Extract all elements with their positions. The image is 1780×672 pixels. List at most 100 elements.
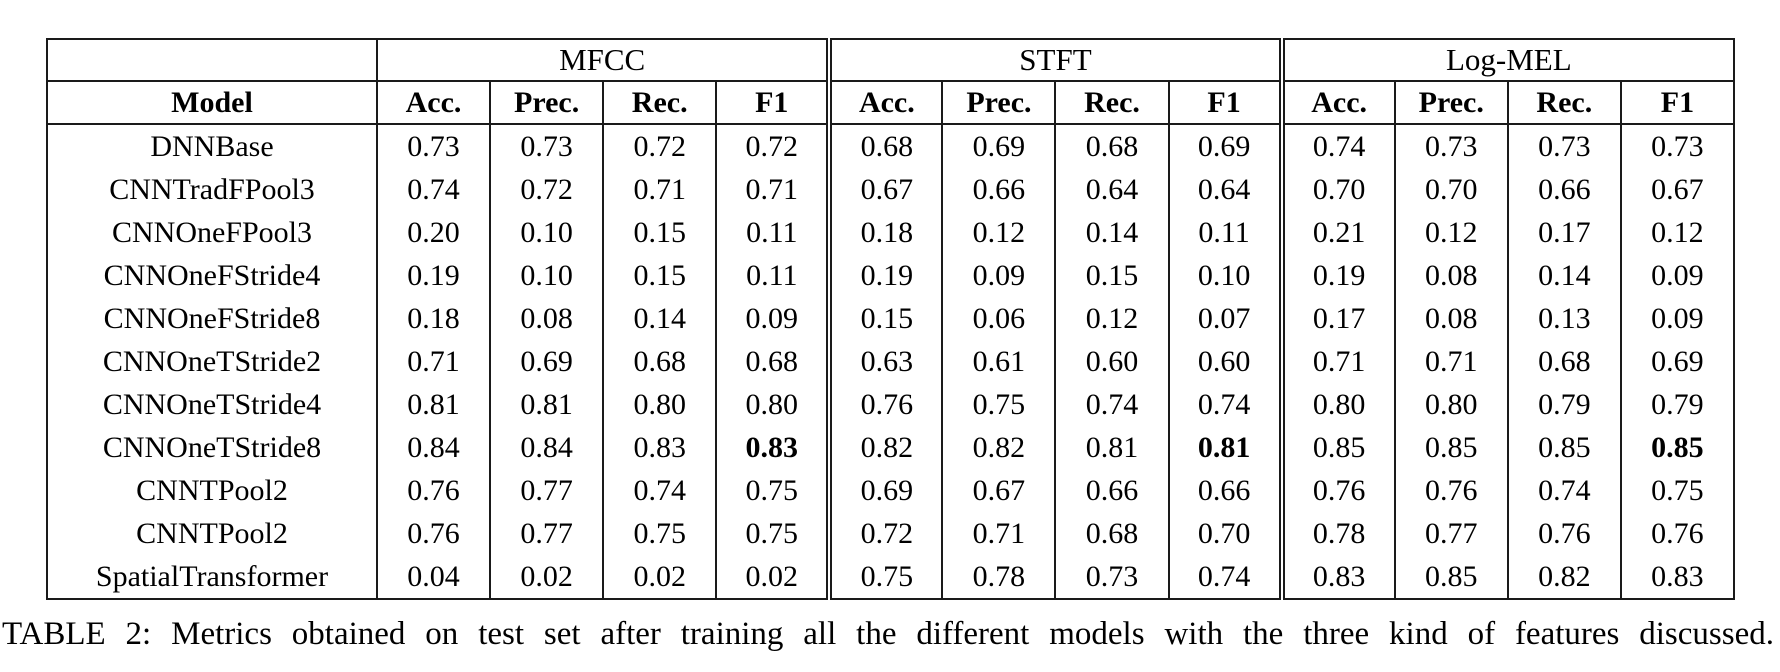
metric-value-cell: 0.18 [826,211,944,254]
table-caption: TABLE 2: Metrics obtained on test set af… [2,616,1774,652]
col-header-mfcc-rec: Rec. [602,81,718,125]
metric-value-cell: 0.74 [375,168,492,211]
metric-value-cell: 0.08 [1393,297,1509,340]
metric-value-cell: 0.69 [826,469,944,512]
metric-value-cell: 0.08 [1393,254,1509,297]
metric-value-cell: 0.83 [602,426,718,469]
metric-value-cell: 0.78 [1278,512,1396,555]
table-body: DNNBase 0.73 0.73 0.72 0.72 0.68 0.69 0.68 0.69 0… [46,124,1736,599]
metric-value-cell: 0.17 [1278,297,1396,340]
model-name-cell: CNNOneTStride2 [46,340,378,383]
metric-value-cell: 0.79 [1619,383,1736,426]
metric-value-cell: 0.70 [1278,168,1396,211]
metric-value-cell: 0.82 [941,426,1057,469]
metric-value-cell: 0.68 [1506,340,1622,383]
metric-value-cell: 0.73 [1054,555,1170,599]
metric-value-cell: 0.72 [715,124,831,168]
metric-value-cell: 0.74 [1506,469,1622,512]
metric-value-cell: 0.15 [1054,254,1170,297]
metric-value-cell: 0.83 [715,426,831,469]
metric-value-cell: 0.85 [1393,555,1509,599]
metric-value-cell: 0.74 [602,469,718,512]
table-row: CNNOneFStride4 0.19 0.10 0.15 0.11 0.19 0.09 0.… [46,254,1736,297]
metric-value-cell: 0.71 [375,340,492,383]
col-header-logmel-rec: Rec. [1506,81,1622,125]
metric-value-cell: 0.73 [489,124,605,168]
metric-value-cell: 0.82 [1506,555,1622,599]
metric-value-cell: 0.02 [602,555,718,599]
model-name-cell: CNNOneTStride4 [46,383,378,426]
col-header-mfcc-prec: Prec. [489,81,605,125]
metric-value-cell: 0.09 [1619,297,1736,340]
metric-value-cell: 0.75 [826,555,944,599]
model-name-cell: CNNTPool2 [46,512,378,555]
metric-value-cell: 0.69 [941,124,1057,168]
metric-value-cell: 0.74 [1054,383,1170,426]
metric-value-cell: 0.73 [1619,124,1736,168]
metric-value-cell: 0.66 [941,168,1057,211]
metric-value-cell: 0.84 [375,426,492,469]
metric-value-cell: 0.79 [1506,383,1622,426]
metric-value-cell: 0.85 [1393,426,1509,469]
metric-value-cell: 0.71 [941,512,1057,555]
table-row: CNNOneFPool3 0.20 0.10 0.15 0.11 0.18 0.12 0.14… [46,211,1736,254]
table-row: DNNBase 0.73 0.73 0.72 0.72 0.68 0.69 0.68 0.69 0… [46,124,1736,168]
metric-value-cell: 0.11 [715,211,831,254]
metric-value-cell: 0.11 [715,254,831,297]
metric-value-cell: 0.81 [489,383,605,426]
metric-value-cell: 0.68 [715,340,831,383]
metric-value-cell: 0.14 [1506,254,1622,297]
metric-value-cell: 0.10 [1167,254,1283,297]
col-header-logmel-f1: F1 [1619,81,1736,125]
metric-value-cell: 0.09 [941,254,1057,297]
metric-value-cell: 0.61 [941,340,1057,383]
metric-value-cell: 0.85 [1506,426,1622,469]
metric-value-cell: 0.77 [489,469,605,512]
metric-value-cell: 0.67 [1619,168,1736,211]
metric-value-cell: 0.12 [1393,211,1509,254]
metric-value-cell: 0.76 [826,383,944,426]
metric-value-cell: 0.66 [1167,469,1283,512]
metric-value-cell: 0.85 [1278,426,1396,469]
group-header-logmel: Log-MEL [1278,39,1736,82]
metric-value-cell: 0.02 [489,555,605,599]
metric-value-cell: 0.68 [1054,512,1170,555]
model-name-cell: SpatialTransformer [46,555,378,599]
metric-value-cell: 0.64 [1167,168,1283,211]
model-column-header: Model [46,81,378,125]
model-name-cell: CNNOneTStride8 [46,426,378,469]
metric-value-cell: 0.21 [1278,211,1396,254]
metric-value-cell: 0.83 [1619,555,1736,599]
metric-value-cell: 0.72 [602,124,718,168]
model-name-cell: CNNOneFStride4 [46,254,378,297]
metric-value-cell: 0.66 [1506,168,1622,211]
model-name-cell: CNNOneFPool3 [46,211,378,254]
metric-value-cell: 0.68 [1054,124,1170,168]
col-header-stft-prec: Prec. [941,81,1057,125]
metric-value-cell: 0.69 [489,340,605,383]
metric-value-cell: 0.04 [375,555,492,599]
col-header-stft-rec: Rec. [1054,81,1170,125]
metric-value-cell: 0.69 [1167,124,1283,168]
metric-value-cell: 0.15 [826,297,944,340]
col-header-stft-f1: F1 [1167,81,1283,125]
col-header-mfcc-acc: Acc. [375,81,492,125]
metric-value-cell: 0.73 [1393,124,1509,168]
metric-value-cell: 0.75 [715,512,831,555]
group-header-mfcc: MFCC [375,39,831,82]
metric-value-cell: 0.72 [489,168,605,211]
metric-value-cell: 0.20 [375,211,492,254]
metric-value-cell: 0.13 [1506,297,1622,340]
metric-value-cell: 0.74 [1278,124,1396,168]
metric-value-cell: 0.15 [602,254,718,297]
metric-value-cell: 0.67 [941,469,1057,512]
metric-value-cell: 0.76 [1619,512,1736,555]
group-header-stft: STFT [826,39,1283,82]
metric-value-cell: 0.80 [1278,383,1396,426]
metric-value-cell: 0.19 [1278,254,1396,297]
metric-value-cell: 0.80 [715,383,831,426]
metric-value-cell: 0.64 [1054,168,1170,211]
model-name-cell: DNNBase [46,124,378,168]
metric-value-cell: 0.14 [602,297,718,340]
metric-value-cell: 0.10 [489,254,605,297]
